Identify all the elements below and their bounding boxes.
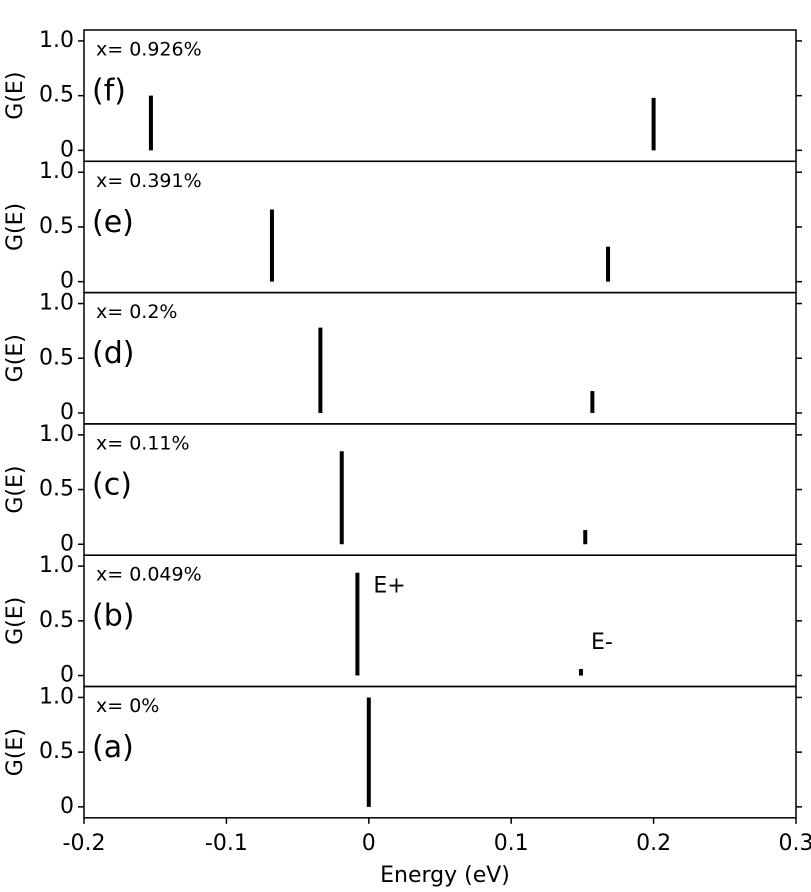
panel-label: (b) xyxy=(92,599,134,634)
panel-note: x= 0.049% xyxy=(96,564,202,586)
y-tick-label: 1.0 xyxy=(39,422,74,447)
x-tick-label: -0.2 xyxy=(63,831,106,856)
annotation: E+ xyxy=(373,574,405,599)
panel-note: x= 0.926% xyxy=(96,39,202,61)
panel-note: x= 0.11% xyxy=(96,432,190,454)
y-tick-label: 0 xyxy=(60,794,74,819)
x-tick-label: 0.1 xyxy=(494,831,529,856)
x-tick-label: 0 xyxy=(362,831,376,856)
y-tick-label: 1.0 xyxy=(39,159,74,184)
y-tick-label: 1.0 xyxy=(39,553,74,578)
x-tick-label: 0.2 xyxy=(636,831,671,856)
y-tick-label: 0.5 xyxy=(39,345,74,370)
y-tick-label: 0.5 xyxy=(39,608,74,633)
y-axis-label: G(E) xyxy=(3,465,28,513)
panel-note: x= 0.391% xyxy=(96,170,202,192)
annotation: E- xyxy=(591,630,613,655)
y-axis-label: G(E) xyxy=(3,728,28,776)
panel-label: (f) xyxy=(92,74,126,109)
y-axis-label: G(E) xyxy=(3,72,28,120)
x-tick-label: 0.3 xyxy=(779,831,811,856)
y-tick-label: 1.0 xyxy=(39,291,74,316)
y-tick-label: 1.0 xyxy=(39,28,74,53)
panel-note: x= 0.2% xyxy=(96,301,177,323)
panel-note: x= 0% xyxy=(96,695,159,717)
x-axis-label: Energy (eV) xyxy=(380,863,510,888)
y-tick-label: 0.5 xyxy=(39,739,74,764)
y-tick-label: 1.0 xyxy=(39,684,74,709)
panel-frame xyxy=(83,423,797,556)
panel-label: (d) xyxy=(92,336,134,371)
y-tick-label: 0 xyxy=(60,137,74,162)
y-axis-label: G(E) xyxy=(3,203,28,251)
y-tick-label: 0 xyxy=(60,531,74,556)
y-axis-label: G(E) xyxy=(3,334,28,382)
y-tick-label: 0 xyxy=(60,400,74,425)
panel-frame xyxy=(83,685,797,819)
y-tick-label: 0 xyxy=(60,269,74,294)
panel-frame xyxy=(83,291,797,425)
panel-label: (c) xyxy=(92,467,132,502)
y-tick-label: 0.5 xyxy=(39,83,74,108)
panel-label: (e) xyxy=(92,205,134,240)
y-axis-label: G(E) xyxy=(3,597,28,645)
x-tick-label: -0.1 xyxy=(205,831,248,856)
panel-label: (a) xyxy=(92,730,134,765)
y-tick-label: 0 xyxy=(60,663,74,688)
y-tick-label: 0.5 xyxy=(39,214,74,239)
y-tick-label: 0.5 xyxy=(39,477,74,502)
